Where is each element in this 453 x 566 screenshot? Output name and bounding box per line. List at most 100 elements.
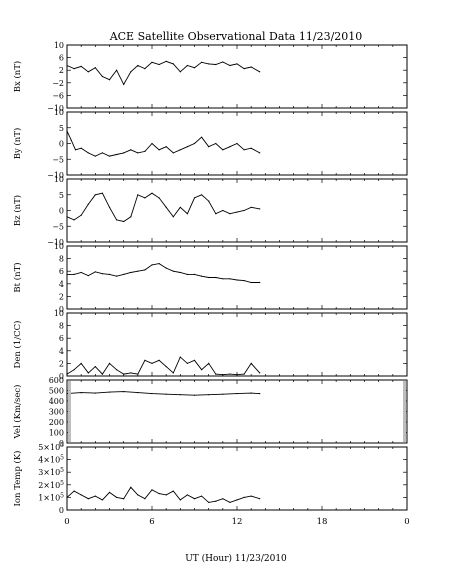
data-point [101, 152, 103, 154]
y-tick-label: 5 [59, 191, 64, 200]
data-point [186, 494, 188, 496]
data-point [250, 281, 252, 284]
data-point [222, 498, 224, 500]
data-point [137, 392, 139, 394]
data-point [87, 275, 89, 277]
y-tick-label: 600 [49, 376, 64, 385]
data-point [94, 155, 96, 157]
data-point [259, 281, 261, 284]
data-point [222, 149, 224, 151]
data-point [158, 263, 160, 265]
data-point [208, 394, 210, 396]
y-tick-label: −6 [52, 91, 64, 100]
data-point [123, 152, 125, 154]
data-point [208, 146, 210, 148]
data-point [172, 372, 174, 374]
y-tick-label: 5×105 [38, 442, 64, 452]
data-point [186, 273, 188, 275]
data-point [236, 499, 238, 501]
panel-frame [66, 178, 408, 243]
data-point [73, 369, 75, 371]
data-point [215, 213, 217, 215]
panel-bz: 10 5 0 −5 −10 Bz (nT) [12, 175, 408, 247]
data-point [101, 75, 103, 78]
data-point [94, 194, 96, 196]
data-point [151, 393, 153, 395]
x-tick-label: 0 [64, 517, 69, 527]
data-point [158, 149, 160, 151]
data-point [193, 394, 196, 396]
data-point [123, 391, 125, 393]
y-tick-label: 8 [59, 255, 64, 264]
data-point [236, 374, 238, 376]
data-point [186, 64, 188, 67]
series-line-temp [66, 486, 260, 503]
data-point [201, 194, 203, 196]
data-point [250, 66, 252, 68]
data-point [66, 64, 68, 67]
y-axis-label-temp: Ion Temp (K) [12, 451, 23, 507]
data-point [80, 392, 82, 394]
x-axis-label: UT (Hour) 11/23/2010 [185, 553, 287, 564]
y-tick-label: 100 [49, 429, 64, 438]
y-tick-label: 0 [59, 439, 64, 448]
data-point [137, 64, 139, 67]
data-point [165, 494, 167, 496]
data-point [151, 362, 153, 364]
y-tick-label: 0 [59, 506, 64, 515]
data-point [179, 394, 181, 396]
data-point [137, 373, 139, 375]
data-point [116, 369, 118, 371]
data-point [151, 489, 153, 491]
data-point [208, 362, 210, 364]
data-point [144, 68, 146, 70]
data-point [186, 146, 188, 148]
data-point [101, 273, 103, 275]
data-point [172, 152, 174, 154]
data-point [193, 273, 196, 275]
data-point [116, 219, 118, 221]
data-point [165, 267, 167, 269]
data-point [186, 213, 188, 215]
data-point [236, 63, 238, 65]
data-point [179, 499, 181, 501]
data-point [87, 71, 89, 73]
data-point [243, 68, 245, 70]
y-axis-label-by: By (nT) [12, 128, 23, 160]
data-point [66, 216, 68, 218]
data-point [229, 278, 231, 280]
data-point [130, 486, 132, 488]
data-point [193, 359, 196, 361]
data-point [172, 270, 174, 272]
y-axis-label-den: Den (1/CC) [12, 321, 23, 369]
y-tick-label: 3×105 [38, 467, 64, 477]
data-point [250, 495, 252, 497]
data-point [243, 373, 245, 375]
data-point [116, 275, 118, 277]
data-point [144, 359, 146, 361]
data-point [250, 147, 252, 149]
y-axis-label-vel: Vel (Km/sec) [12, 385, 23, 440]
data-point [94, 67, 96, 69]
data-point [94, 495, 96, 497]
data-point [172, 216, 174, 218]
data-point [250, 362, 252, 364]
data-point [201, 369, 203, 371]
data-point [222, 393, 224, 395]
data-point [193, 67, 196, 69]
data-point [73, 68, 75, 70]
y-tick-label: −10 [47, 171, 64, 180]
data-point [80, 214, 82, 216]
y-tick-label: −10 [47, 104, 64, 113]
y-tick-label: 200 [49, 418, 64, 427]
panel-temp: 5×105 4×105 3×105 2×105 1×105 0 Ion Temp (K) [12, 442, 408, 515]
data-point [201, 275, 203, 277]
data-point [123, 220, 125, 223]
y-tick-label: 8 [59, 322, 64, 331]
data-point [80, 65, 82, 67]
data-point [108, 206, 111, 208]
data-point [123, 273, 125, 275]
data-point [193, 142, 196, 145]
